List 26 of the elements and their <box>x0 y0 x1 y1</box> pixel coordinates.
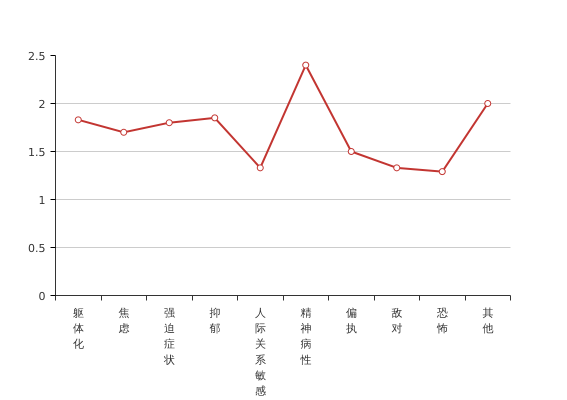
x-tick-label: 焦虑 <box>118 306 130 336</box>
y-tick-label: 1.5 <box>28 146 46 159</box>
x-tick-label: 偏执 <box>346 306 357 336</box>
point <box>256 164 264 172</box>
point <box>120 128 128 136</box>
x-tick-label: 敌对 <box>391 306 402 336</box>
y-tick-label: 0.5 <box>28 242 46 255</box>
point <box>438 168 446 176</box>
point <box>302 62 310 69</box>
x-tick-label: 强迫症状 <box>162 306 175 366</box>
point <box>348 148 355 155</box>
y-tick-label: 2.5 <box>28 50 46 63</box>
y-tick-label: 0 <box>38 290 46 303</box>
point <box>166 119 173 126</box>
point <box>211 114 218 122</box>
x-tick-label: 抑郁 <box>209 306 220 336</box>
x-tick-label: 其他 <box>482 306 494 336</box>
x-tick-label: 恐怖 <box>436 306 448 336</box>
y-tick-label: 1 <box>38 194 46 207</box>
point <box>393 164 400 172</box>
point <box>484 100 492 107</box>
x-tick-label: 精神病性 <box>299 306 312 366</box>
y-tick-label: 2 <box>38 98 46 111</box>
x-tick-label: 躯体化 <box>72 306 84 351</box>
point <box>74 116 82 124</box>
x-tick-label: 人际关系敏感 <box>254 306 266 398</box>
